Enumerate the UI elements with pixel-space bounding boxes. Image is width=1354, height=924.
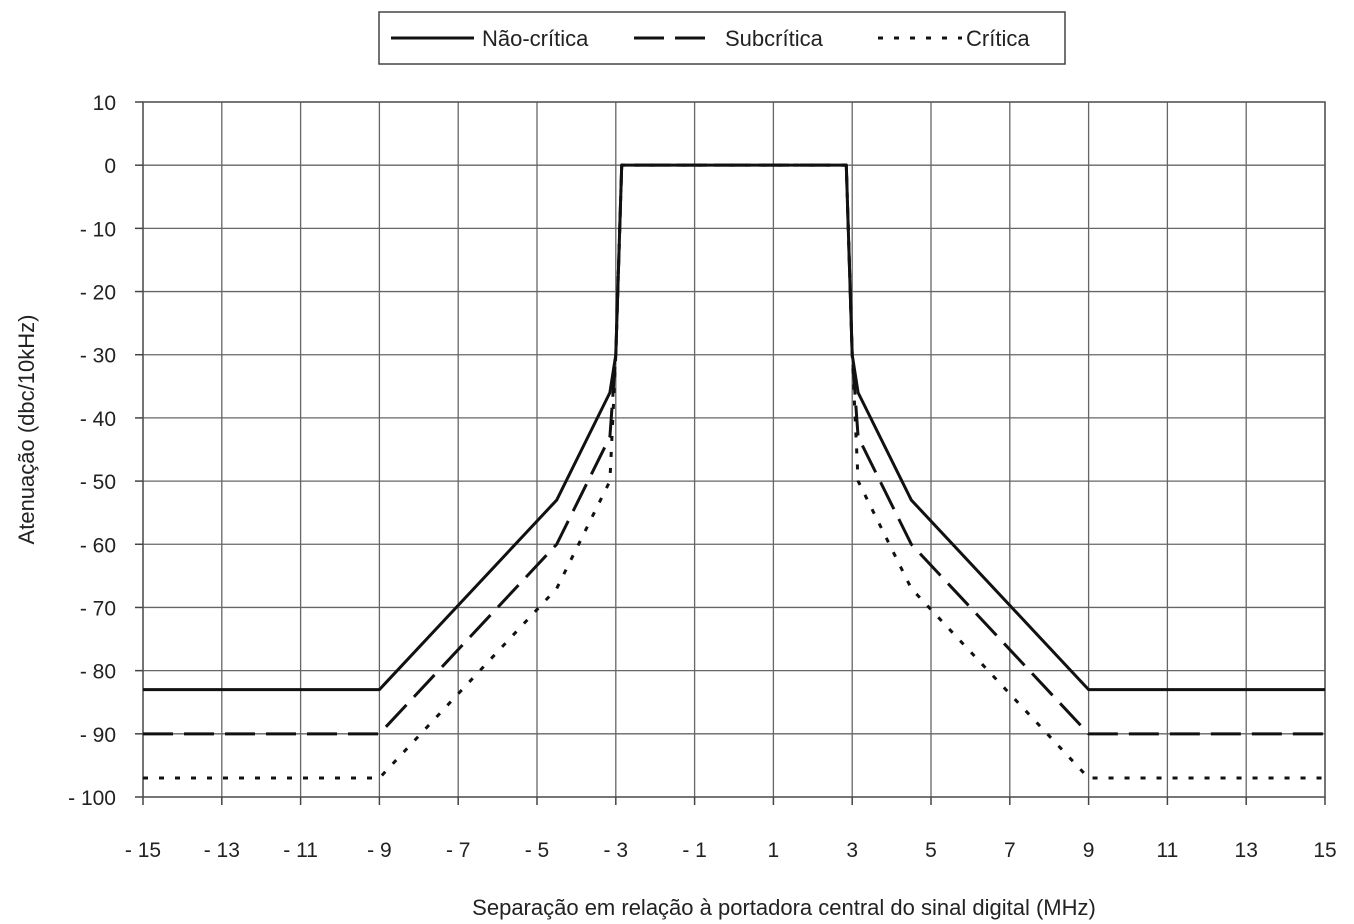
x-tick-label: - 15 <box>125 839 161 862</box>
y-tick-label: - 30 <box>80 345 116 368</box>
y-tick-label: - 40 <box>80 408 116 431</box>
plot-area <box>143 102 1325 797</box>
legend-label-2: Subcrítica <box>725 26 824 51</box>
y-tick-label: - 60 <box>80 534 116 557</box>
x-axis-label: Separação em relação à portadora central… <box>472 895 1096 920</box>
x-tick-label: 15 <box>1313 839 1336 862</box>
x-tick-label: - 1 <box>682 839 707 862</box>
y-tick-label: - 90 <box>80 724 116 747</box>
x-tick-label: 13 <box>1235 839 1258 862</box>
x-tick-label: 1 <box>768 839 780 862</box>
y-tick-label: - 80 <box>80 661 116 684</box>
plot-border <box>142 101 1326 798</box>
series-line-3 <box>143 163 1325 780</box>
x-tick-label: - 7 <box>446 839 471 862</box>
legend: Não-crítica Subcrítica Crítica <box>378 11 1066 65</box>
y-tick-label: - 70 <box>80 597 116 620</box>
legend-box <box>378 11 1066 65</box>
x-tick-label: 7 <box>1004 839 1016 862</box>
legend-label-1: Não-crítica <box>482 26 589 51</box>
legend-label-3: Crítica <box>966 26 1030 51</box>
y-tick-label: 10 <box>93 92 116 115</box>
x-tick-label: 5 <box>925 839 937 862</box>
x-tick-label: - 3 <box>604 839 629 862</box>
x-tick-label: 3 <box>846 839 858 862</box>
series-layer <box>143 163 1325 780</box>
y-axis-label: Atenuação (dbc/10kHz) <box>14 315 39 545</box>
y-tick-label: - 10 <box>80 218 116 241</box>
x-tick-label: - 5 <box>525 839 550 862</box>
x-tick-label: - 11 <box>283 839 318 862</box>
x-tick-label: - 13 <box>204 839 240 862</box>
x-tick-label: 9 <box>1083 839 1095 862</box>
y-tick-label: - 20 <box>80 282 116 305</box>
x-axis-ticks: - 15- 13- 11- 9- 7- 5- 3- 1 1 3 5 7 9 11 13 15 <box>125 797 1337 862</box>
x-tick-label: - 9 <box>367 839 392 862</box>
y-tick-label: - 50 <box>80 471 116 494</box>
y-tick-label: 0 <box>104 155 116 178</box>
x-tick-label: 11 <box>1156 839 1178 862</box>
y-tick-label: - 100 <box>68 787 116 810</box>
y-axis-ticks: 10 0 - 10 - 20 - 30 - 40 - 50 - 60 - 70 - 80 - 90 -… <box>68 92 143 810</box>
